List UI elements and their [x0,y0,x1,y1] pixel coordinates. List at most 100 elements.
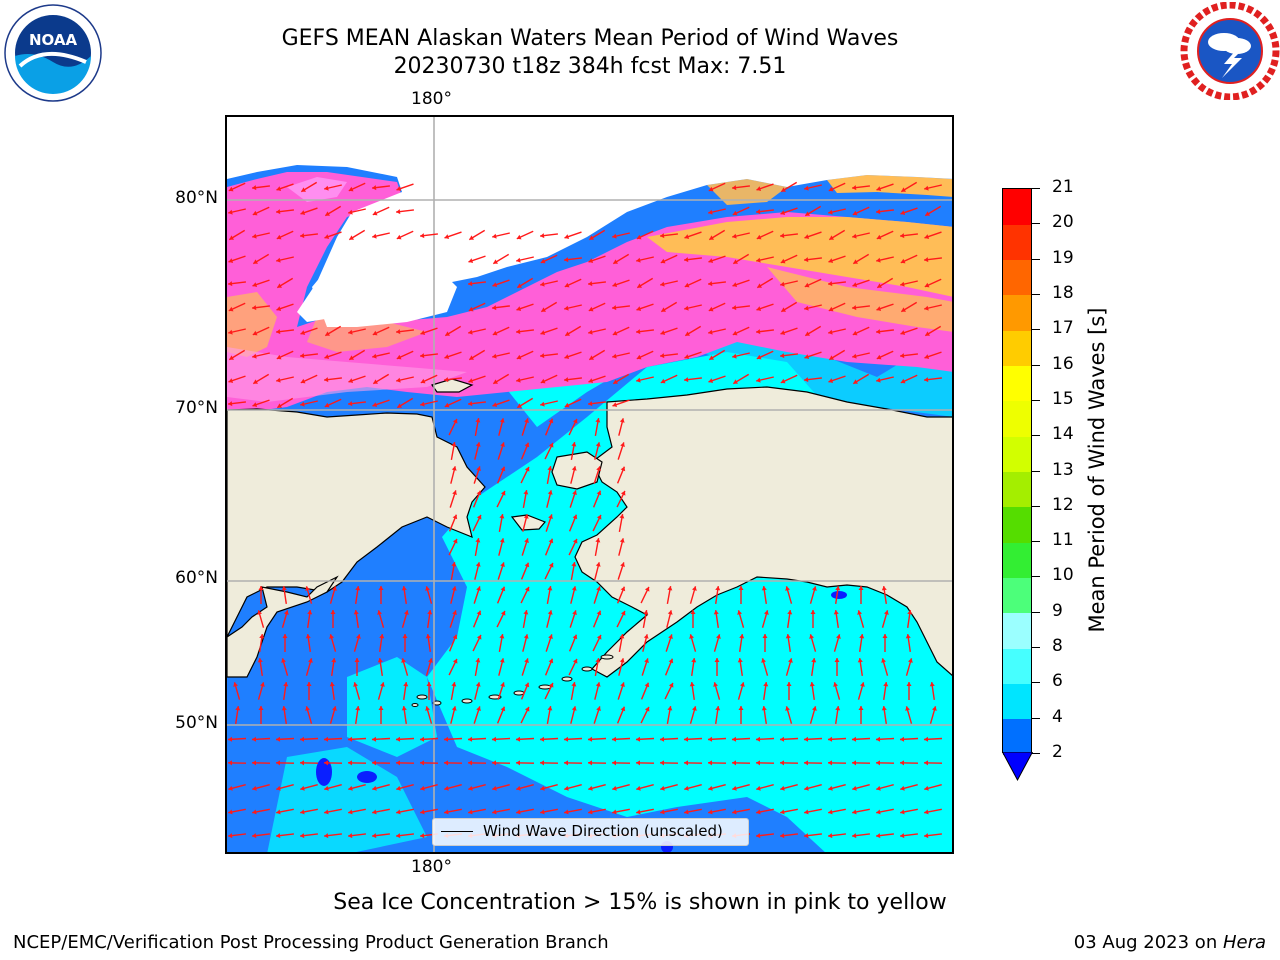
no-data-area [227,117,952,327]
wind-arrow-head [252,760,256,766]
wind-arrow-head [396,377,401,383]
wind-arrow-head [564,354,570,359]
wind-arrow-head [348,760,352,766]
wind-arrow-head [229,235,234,240]
wind-arrow-head [595,538,601,543]
wind-arrow-head [401,706,407,711]
wind-arrow-head [540,785,545,791]
wind-arrow-head [811,658,817,663]
wind-arrow-head [636,329,641,335]
wind-arrow-head [540,353,545,359]
wind-arrow-head [780,378,786,384]
wind-arrow-head [684,257,689,263]
graticule [227,117,952,852]
wind-arrow-head [685,331,690,336]
wind-arrow-head [852,353,857,359]
wind-arrow-head [804,377,809,383]
wind-arrow-head [540,378,546,384]
wind-arrow-head [516,377,521,383]
wind-arrow-head [425,706,430,711]
wind-arrow-head [588,760,592,766]
alaska-landmass [574,386,952,678]
wind-arrow-head [420,401,425,407]
footer-branch: NCEP/EMC/Verification Post Processing Pr… [13,932,609,953]
wind-arrow-head [348,809,353,815]
wind-arrow-head [780,833,785,839]
wind-arrow-head [708,378,714,383]
wind-arrow-head [284,610,289,615]
wind-arrow-head [852,305,857,311]
noaa-logo: NOAA [4,4,102,102]
colorbar-tick-label: 2 [1052,742,1063,762]
colorbar-segment [1003,683,1031,720]
wind-arrow-head [475,538,481,543]
wind-arrow-head [716,634,721,639]
wind-arrow-head [324,736,329,742]
wind-arrow-head [852,785,857,791]
wind-arrow-head [619,538,625,543]
wind-arrow-head [684,785,689,791]
wind-arrow-head [469,235,474,240]
colorbar-segment [1003,294,1031,331]
wind-arrow-head [451,586,457,591]
wind-arrow-head [852,233,857,239]
wind-arrow-head [636,306,642,311]
wind-arrow-head [636,377,641,383]
wind-arrow-head [252,402,258,407]
wind-arrow-head [355,586,361,591]
wind-arrow-head [900,233,905,239]
wind-arrow-head [660,353,665,359]
wind-arrow-head [588,378,594,383]
wind-arrow-head [523,514,529,519]
wind-arrow-head [548,562,554,568]
wind-arrow-head [540,809,545,815]
colorbar-segment [1003,471,1031,508]
wind-arrow-head [884,610,889,615]
wind-arrow-head [756,257,761,263]
wind-arrow-head [812,706,817,711]
wind-arrow-head [499,634,505,639]
wind-arrow-head [708,306,714,312]
wind-arrow-head [372,402,378,407]
wind-arrow-head [828,281,833,287]
colorbar-tick-mark [1032,717,1040,719]
wind-arrow-head [829,235,834,240]
colorbar-segment [1003,259,1031,296]
wind-arrow-head [852,760,856,766]
wind-arrow-head [595,442,601,447]
wind-arrow-head [757,283,762,288]
wind-arrow-head [804,809,809,815]
wind-arrow-head [924,305,929,311]
wind-arrow-head [564,257,569,263]
wind-arrow-head [258,586,264,590]
wind-arrow-head [492,760,496,766]
wind-arrow-head [924,833,929,839]
wind-arrow-head [468,760,472,766]
wind-arrow-head [876,306,882,311]
wind-arrow-head [324,377,329,383]
wind-arrow-head [692,586,697,591]
wind-arrow-head [548,442,554,448]
wind-arrow-head [668,682,674,688]
wind-arrow-head [572,658,578,664]
wind-arrow-head [852,809,857,815]
wind-arrow-head [620,682,625,687]
colorbar-segment [1003,648,1031,684]
wind-arrow-head [372,809,377,815]
wind-arrow-head [737,610,742,615]
wind-arrow-head [828,736,833,742]
wind-arrow-head [636,785,641,791]
map-area[interactable] [225,115,954,854]
wind-arrow-head [308,658,313,663]
wind-arrow-head [620,586,626,592]
wind-arrow-head [492,785,497,791]
wind-arrow-head [468,329,473,335]
colorbar-tick-label: 20 [1052,212,1074,233]
wind-arrow-head [900,281,905,287]
wind-arrow-head [900,378,906,384]
wind-arrow-head [660,785,665,791]
colorbar-tick-mark [1032,435,1040,437]
wind-arrow-head [476,466,481,471]
wind-arrow-head [252,785,257,791]
wind-arrow-head [564,785,569,791]
